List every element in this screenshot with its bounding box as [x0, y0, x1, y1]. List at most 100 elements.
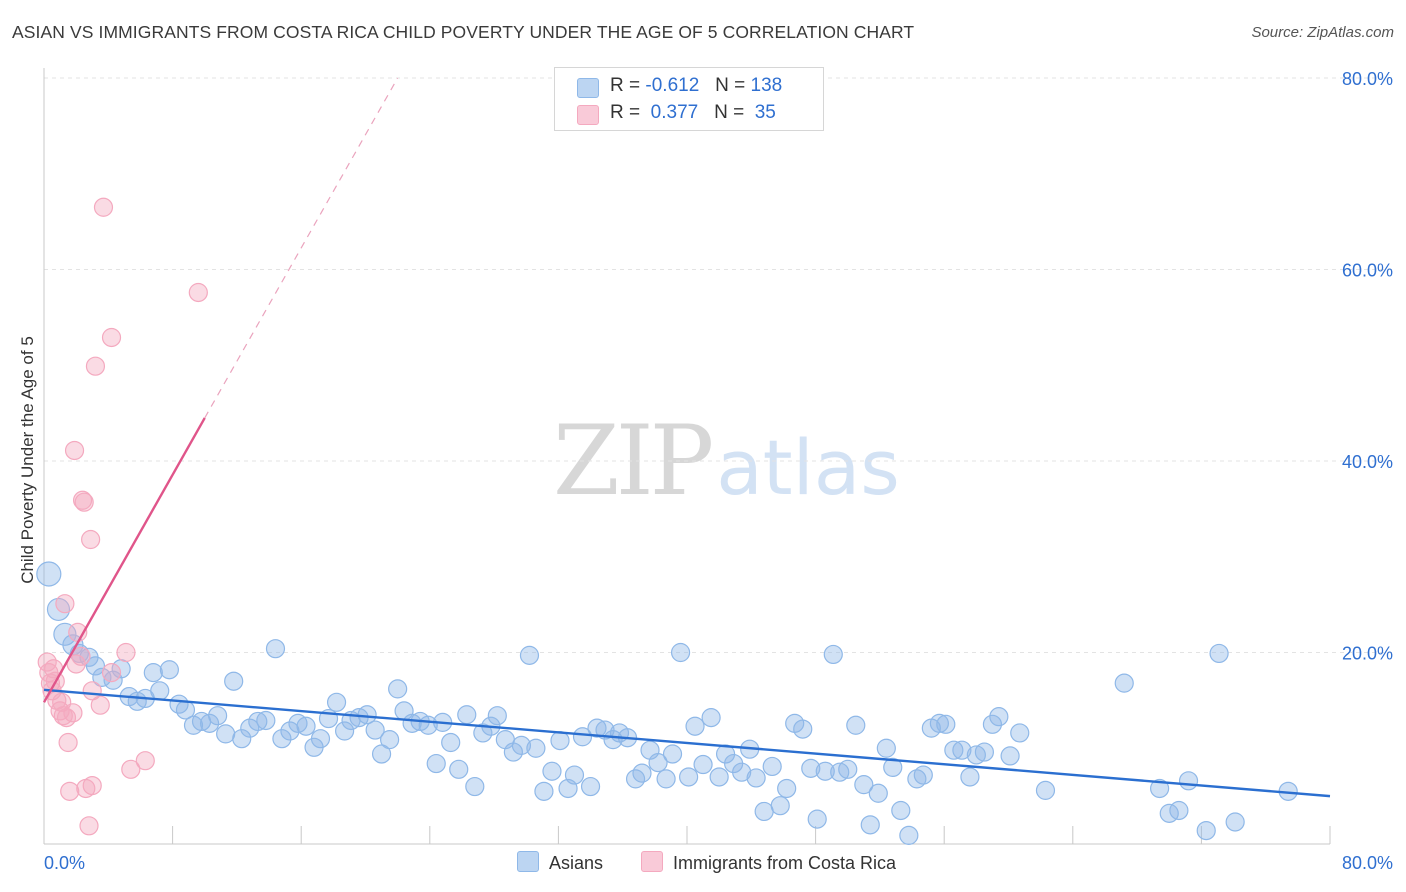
chart-title: ASIAN VS IMMIGRANTS FROM COSTA RICA CHIL… [12, 22, 915, 42]
asian-point [732, 762, 752, 782]
asian-point [534, 781, 554, 801]
costa-rica-point [63, 703, 83, 723]
asian-point [770, 796, 790, 816]
costa-rica-point [101, 327, 122, 348]
asian-point [913, 765, 933, 785]
asian-point [248, 711, 268, 732]
asian-point [656, 769, 676, 789]
asian-point [519, 645, 540, 665]
costa-rica-trend-line [42, 417, 206, 703]
asian-point [899, 825, 919, 845]
asian-point [793, 719, 813, 739]
asian-point [754, 801, 774, 822]
asian-point [580, 776, 601, 797]
asian-point [860, 815, 880, 835]
legend-text-asians: R = -0.612 N = 138 [610, 75, 782, 97]
asian-point [310, 729, 331, 749]
asian-point [36, 561, 62, 587]
x-tick-label: 80.0% [1342, 853, 1393, 873]
asian-point [777, 778, 797, 799]
costa-rica-point [81, 529, 101, 550]
asian-point [807, 809, 827, 829]
asian-point [701, 708, 721, 728]
asian-point [143, 663, 163, 683]
bottom-legend-label-asians: Asians [549, 853, 604, 873]
asian-trend-line [43, 688, 1331, 798]
asian-point [670, 642, 691, 663]
costa-rica-point [93, 197, 114, 217]
legend-swatch-costa-rica [577, 105, 599, 125]
asian-point [224, 671, 244, 691]
asian-point [632, 763, 652, 783]
costa-rica-point [58, 732, 78, 753]
asian-point [487, 706, 507, 726]
legend-n-value: 138 [750, 75, 783, 96]
chart-source: Source: ZipAtlas.com [1251, 24, 1394, 41]
asian-point [240, 718, 260, 738]
asian-point [974, 742, 994, 762]
asian-point [1169, 800, 1189, 821]
asian-point [232, 729, 252, 749]
legend-swatch-asians [577, 78, 599, 98]
asian-point [296, 716, 316, 736]
y-axis-label-text: Child Poverty Under the Age of 5 [18, 336, 37, 584]
asian-point [511, 735, 532, 755]
asian-point [883, 757, 903, 778]
asian-point [685, 716, 705, 736]
asian-point [815, 761, 835, 781]
asian-point [662, 744, 683, 764]
asian-point [371, 744, 392, 764]
bottom-legend-label-costa-rica: Immigrants from Costa Rica [673, 853, 897, 873]
legend-n-label: N = [715, 75, 746, 96]
asian-point [365, 720, 385, 740]
asian-point [1196, 820, 1216, 841]
costa-rica-point [82, 681, 102, 701]
asian-point [103, 670, 123, 690]
costa-rica-point [55, 594, 75, 614]
asian-point [648, 753, 668, 773]
asian-point [388, 679, 408, 699]
asian-point [457, 705, 477, 725]
correlation-legend: R = -0.612 N = 138 R = 0.377 N = 35 [554, 67, 824, 131]
bottom-legend-swatch-costa-rica [641, 851, 663, 872]
asian-point [679, 767, 699, 787]
asian-point [550, 730, 570, 751]
asian-point [838, 759, 858, 779]
watermark-atlas: atlas [716, 423, 900, 512]
costa-rica-point [85, 356, 106, 376]
asian-point [929, 713, 949, 733]
series-asians [36, 561, 1298, 845]
asian-point [159, 660, 179, 680]
asian-point [1209, 643, 1229, 664]
series-costa-rica [37, 197, 208, 836]
asian-point [380, 730, 400, 750]
asian-point [473, 723, 493, 743]
watermark: ZIPatlas [553, 405, 900, 517]
asian-point [854, 775, 874, 795]
asian-point [746, 768, 766, 788]
legend-n-label: N = [714, 102, 745, 123]
asian-point [449, 759, 469, 779]
asian-point [208, 706, 228, 726]
legend-text-costa-rica: R = 0.377 N = 35 [610, 102, 776, 124]
bottom-legend-swatch-asians [517, 851, 539, 872]
y-tick-label: 60.0% [1342, 261, 1393, 281]
asian-point [272, 729, 292, 749]
asian-point [982, 714, 1003, 734]
asian-point [709, 767, 729, 787]
costa-rica-point [101, 663, 122, 683]
costa-rica-point [116, 642, 136, 663]
asian-point [199, 713, 220, 733]
costa-rica-point [60, 781, 80, 801]
asian-point [595, 720, 615, 740]
asian-point [936, 714, 956, 734]
asian-point [944, 740, 964, 760]
asian-point [53, 622, 77, 646]
asian-point [265, 639, 286, 659]
asian-point [572, 727, 593, 747]
costa-rica-point [66, 654, 86, 674]
legend-n-value: 35 [749, 102, 776, 123]
costa-rica-point [64, 440, 85, 461]
asian-point [868, 783, 888, 803]
